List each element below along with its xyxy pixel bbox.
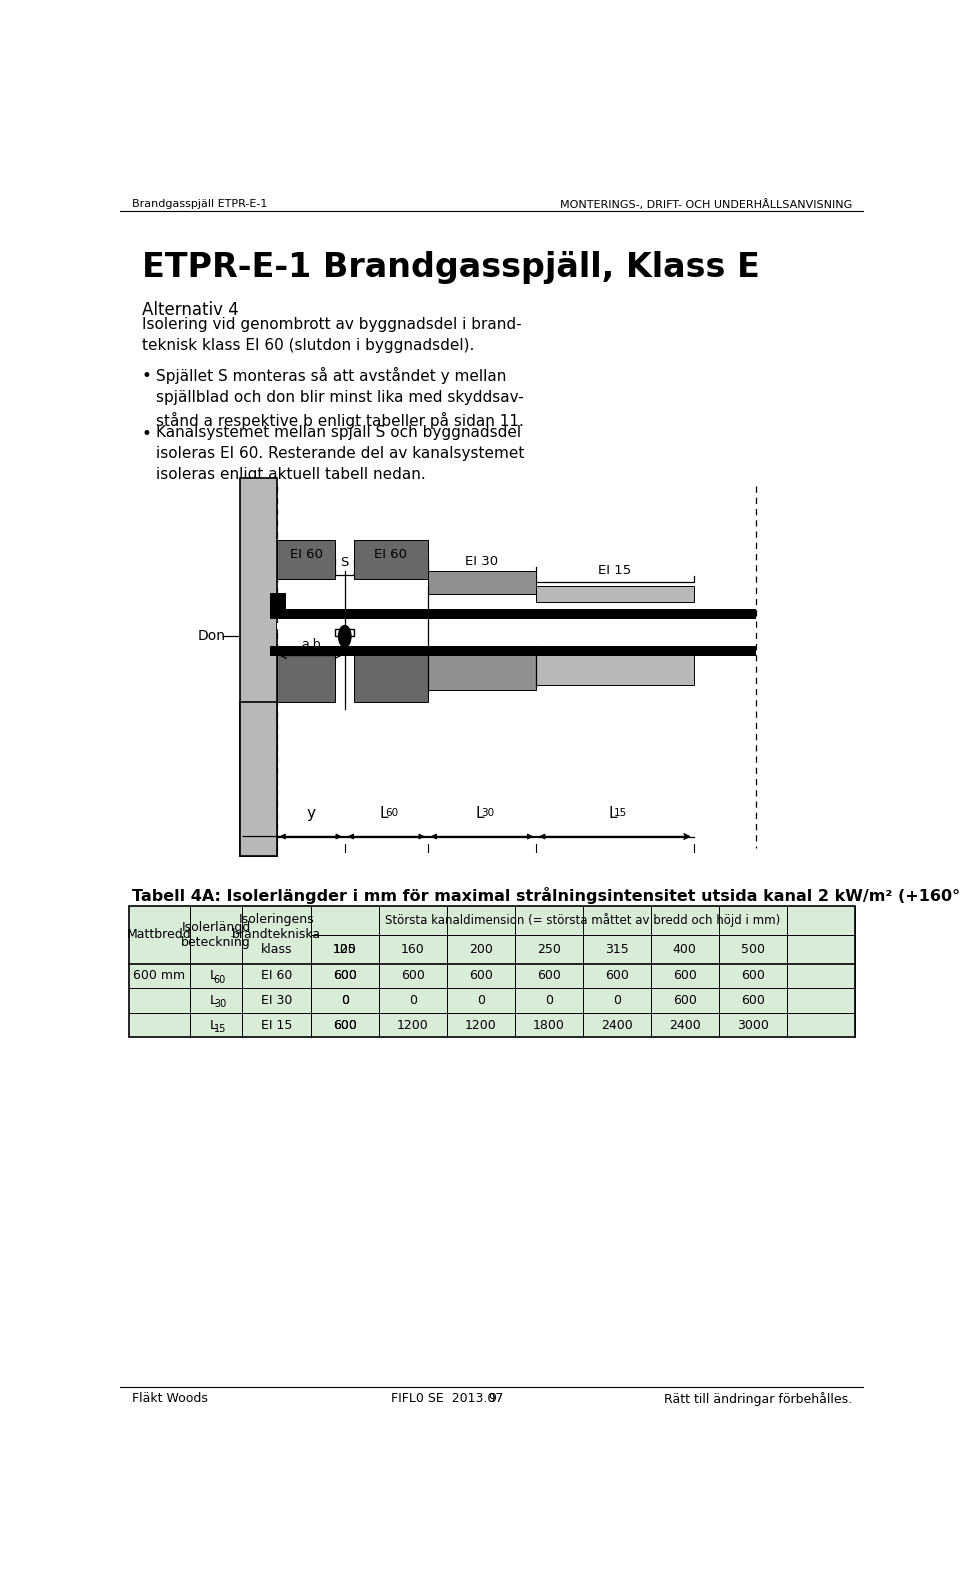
Text: 500: 500	[741, 942, 765, 957]
Text: 60: 60	[385, 808, 398, 817]
Bar	[537, 587, 693, 602]
Text: Kanalsystemet mellan spjäll S och byggnadsdel
isoleras EI 60. Resterande del av : Kanalsystemet mellan spjäll S och byggna…	[156, 425, 524, 482]
Text: 200: 200	[468, 942, 492, 957]
Text: 600: 600	[741, 994, 764, 1007]
Text: 9: 9	[488, 1393, 496, 1406]
Bar	[354, 648, 427, 702]
Text: L: L	[379, 806, 388, 821]
Bar	[240, 479, 276, 855]
Bar	[271, 593, 286, 620]
Bar	[130, 906, 854, 1037]
Text: L: L	[475, 806, 484, 821]
Text: EI 30: EI 30	[261, 994, 292, 1007]
Text: 1200: 1200	[465, 1018, 496, 1032]
Text: EI 60: EI 60	[261, 969, 292, 982]
Text: Alternativ 4: Alternativ 4	[142, 302, 238, 319]
Ellipse shape	[339, 626, 351, 647]
Text: 30: 30	[481, 808, 493, 817]
Text: 15: 15	[214, 1024, 227, 1034]
Text: Fläkt Woods: Fläkt Woods	[132, 1393, 207, 1406]
Text: Tabell 4A: Isolerlängder i mm för maximal strålningsintensitet utsida kanal 2 kW: Tabell 4A: Isolerlängder i mm för maxima…	[132, 887, 960, 904]
Bar	[335, 629, 354, 636]
Text: Isolerlängd
beteckning: Isolerlängd beteckning	[181, 920, 251, 949]
Text: 100: 100	[333, 942, 356, 957]
Text: 600: 600	[673, 994, 697, 1007]
Text: FIFL0 SE  2013.07: FIFL0 SE 2013.07	[392, 1393, 504, 1406]
Bar	[537, 648, 693, 685]
Bar	[276, 541, 335, 579]
Text: L: L	[209, 1018, 217, 1032]
Text: 0: 0	[341, 994, 348, 1007]
Bar	[271, 645, 756, 656]
Text: EI 60: EI 60	[290, 549, 323, 561]
Text: Rätt till ändringar förbehålles.: Rätt till ändringar förbehålles.	[664, 1393, 852, 1407]
Text: 2400: 2400	[601, 1018, 633, 1032]
Text: 15: 15	[613, 808, 627, 817]
Text: MONTERINGS-, DRIFT- OCH UNDERHÅLLSANVISNING: MONTERINGS-, DRIFT- OCH UNDERHÅLLSANVISN…	[560, 199, 852, 210]
Text: 600: 600	[673, 969, 697, 982]
Text: Isolering vid genombrott av byggnadsdel i brand-
teknisk klass EI 60 (slutdon i : Isolering vid genombrott av byggnadsdel …	[142, 316, 521, 353]
Text: 1800: 1800	[533, 1018, 564, 1032]
Text: 600: 600	[333, 969, 356, 982]
Bar	[271, 609, 756, 620]
Text: Mattbredd: Mattbredd	[127, 928, 192, 941]
Text: a,b: a,b	[300, 639, 321, 651]
Text: 600: 600	[400, 969, 424, 982]
Text: L: L	[609, 806, 616, 821]
Text: 0: 0	[409, 994, 417, 1007]
Text: 250: 250	[537, 942, 561, 957]
Text: Största kanaldimension (= största måttet av bredd och höjd i mm): Största kanaldimension (= största måttet…	[385, 912, 780, 926]
Text: 0: 0	[341, 994, 348, 1007]
Text: Don: Don	[198, 629, 226, 643]
Text: 2400: 2400	[669, 1018, 701, 1032]
Bar	[240, 702, 276, 855]
Text: 600: 600	[605, 969, 629, 982]
Text: 160: 160	[400, 942, 424, 957]
Text: 600: 600	[333, 969, 356, 982]
Bar	[276, 623, 756, 629]
Text: 600: 600	[333, 1018, 356, 1032]
Text: Isoleringens
brandtekniska
klass: Isoleringens brandtekniska klass	[232, 914, 321, 957]
Text: 600: 600	[741, 969, 764, 982]
Text: EI 15: EI 15	[261, 1018, 292, 1032]
Text: L: L	[209, 994, 217, 1007]
Text: S: S	[341, 557, 348, 569]
Bar	[427, 571, 537, 594]
Text: 600 mm: 600 mm	[133, 969, 185, 982]
Text: 60: 60	[214, 975, 227, 985]
Text: 30: 30	[214, 999, 227, 1009]
Text: 400: 400	[673, 942, 697, 957]
Text: Spjället S monteras så att avståndet y mellan
spjällblad och don blir minst lika: Spjället S monteras så att avståndet y m…	[156, 367, 523, 428]
Text: EI 15: EI 15	[598, 564, 632, 577]
Text: 0: 0	[544, 994, 553, 1007]
Text: 600: 600	[468, 969, 492, 982]
Text: ETPR-E-1 Brandgasspjäll, Klass E: ETPR-E-1 Brandgasspjäll, Klass E	[142, 251, 759, 285]
Text: 0: 0	[612, 994, 621, 1007]
Bar	[354, 541, 427, 579]
Text: 600: 600	[333, 1018, 356, 1032]
Text: 315: 315	[605, 942, 629, 957]
Text: EI 30: EI 30	[466, 555, 498, 568]
Text: EI 60: EI 60	[374, 549, 407, 561]
Text: •: •	[142, 425, 152, 443]
Text: Brandgasspjäll ETPR-E-1: Brandgasspjäll ETPR-E-1	[132, 199, 267, 209]
Text: L: L	[209, 969, 217, 982]
Text: 125: 125	[333, 942, 356, 957]
Text: 0: 0	[477, 994, 485, 1007]
Bar	[276, 648, 335, 702]
Text: y: y	[306, 806, 315, 821]
Bar	[427, 648, 537, 691]
Text: 600: 600	[537, 969, 561, 982]
Text: 3000: 3000	[736, 1018, 769, 1032]
Text: •: •	[142, 367, 152, 384]
Text: 1200: 1200	[396, 1018, 428, 1032]
